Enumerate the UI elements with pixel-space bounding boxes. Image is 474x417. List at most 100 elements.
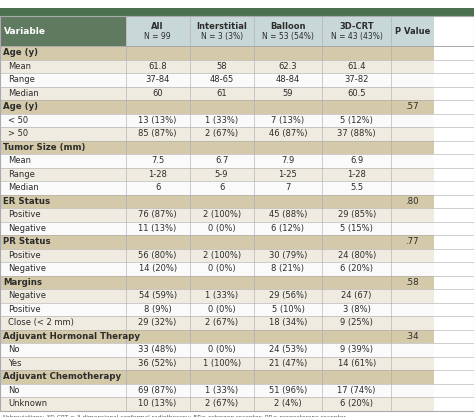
Bar [190, 127, 254, 141]
Bar [190, 86, 254, 100]
Bar [190, 289, 254, 302]
Bar [126, 316, 190, 329]
Bar [126, 16, 190, 46]
Bar [190, 181, 254, 194]
Text: 37-82: 37-82 [345, 75, 369, 84]
Bar [391, 329, 434, 343]
Bar [391, 302, 434, 316]
Bar [190, 73, 254, 86]
Text: 13 (13%): 13 (13%) [138, 116, 177, 125]
Bar [322, 16, 391, 46]
Bar [190, 235, 254, 249]
Text: 6 (12%): 6 (12%) [272, 224, 304, 233]
Bar [0, 370, 126, 384]
Text: 1 (33%): 1 (33%) [205, 291, 238, 300]
Bar [190, 46, 254, 60]
Text: 2 (67%): 2 (67%) [205, 129, 238, 138]
Text: 5 (15%): 5 (15%) [340, 224, 373, 233]
Text: 18 (34%): 18 (34%) [269, 318, 307, 327]
Text: 33 (48%): 33 (48%) [138, 345, 177, 354]
Bar [254, 168, 322, 181]
Text: All: All [151, 22, 164, 30]
Text: 24 (53%): 24 (53%) [269, 345, 307, 354]
Bar [254, 73, 322, 86]
Bar [254, 221, 322, 235]
Text: 24 (67): 24 (67) [341, 291, 372, 300]
Text: .34: .34 [406, 332, 419, 341]
Text: 3 (8%): 3 (8%) [343, 305, 371, 314]
Bar [190, 113, 254, 127]
Text: 51 (96%): 51 (96%) [269, 386, 307, 395]
Text: 61.8: 61.8 [148, 62, 167, 71]
Text: 69 (87%): 69 (87%) [138, 386, 177, 395]
Bar [0, 262, 126, 276]
Bar [391, 73, 434, 86]
Text: 9 (39%): 9 (39%) [340, 345, 373, 354]
Text: 5-9: 5-9 [215, 170, 228, 179]
Bar [190, 276, 254, 289]
Text: 85 (87%): 85 (87%) [138, 129, 177, 138]
Text: 5.5: 5.5 [350, 183, 363, 192]
Text: ER Status: ER Status [3, 197, 50, 206]
Bar [126, 370, 190, 384]
Bar [322, 208, 391, 221]
Bar [0, 289, 126, 302]
Bar [190, 316, 254, 329]
Bar [391, 343, 434, 357]
Bar [126, 73, 190, 86]
Bar [322, 100, 391, 113]
Bar [0, 397, 126, 410]
Bar [0, 343, 126, 357]
Bar [322, 194, 391, 208]
Bar [126, 249, 190, 262]
Bar [254, 302, 322, 316]
Bar [391, 276, 434, 289]
Bar [0, 194, 126, 208]
Text: 60: 60 [152, 89, 163, 98]
Text: > 50: > 50 [8, 129, 28, 138]
Bar [190, 100, 254, 113]
Bar [0, 154, 126, 168]
Bar [0, 100, 126, 113]
Bar [391, 168, 434, 181]
Text: Median: Median [8, 183, 39, 192]
Text: 24 (80%): 24 (80%) [337, 251, 376, 260]
Bar [190, 302, 254, 316]
Bar [0, 316, 126, 329]
Bar [126, 113, 190, 127]
Bar [322, 235, 391, 249]
Text: 14 (20%): 14 (20%) [138, 264, 177, 273]
Text: PR Status: PR Status [3, 237, 51, 246]
Bar [190, 343, 254, 357]
Text: 2 (67%): 2 (67%) [205, 399, 238, 408]
Bar [254, 329, 322, 343]
Bar [126, 46, 190, 60]
Bar [322, 262, 391, 276]
Text: .77: .77 [406, 237, 419, 246]
Bar [391, 141, 434, 154]
Text: .58: .58 [406, 278, 419, 287]
Bar [126, 221, 190, 235]
Text: 29 (85%): 29 (85%) [337, 210, 376, 219]
Bar [190, 141, 254, 154]
Text: Balloon: Balloon [270, 22, 306, 30]
Bar [126, 276, 190, 289]
Text: N = 3 (3%): N = 3 (3%) [201, 32, 243, 40]
Text: Median: Median [8, 89, 39, 98]
Text: 2 (100%): 2 (100%) [202, 251, 241, 260]
Text: P Value: P Value [395, 27, 430, 35]
Text: Negative: Negative [8, 291, 46, 300]
Text: 30 (79%): 30 (79%) [269, 251, 307, 260]
Text: 54 (59%): 54 (59%) [138, 291, 177, 300]
Bar [190, 370, 254, 384]
Text: 5 (12%): 5 (12%) [340, 116, 373, 125]
Text: Adjuvant Chemotherapy: Adjuvant Chemotherapy [3, 372, 121, 381]
Bar [0, 357, 126, 370]
Bar [322, 113, 391, 127]
Bar [391, 46, 434, 60]
Bar [322, 127, 391, 141]
Text: 6: 6 [219, 183, 224, 192]
Text: No: No [8, 345, 19, 354]
Text: 3D-CRT: 3D-CRT [339, 22, 374, 30]
Bar [190, 16, 254, 46]
